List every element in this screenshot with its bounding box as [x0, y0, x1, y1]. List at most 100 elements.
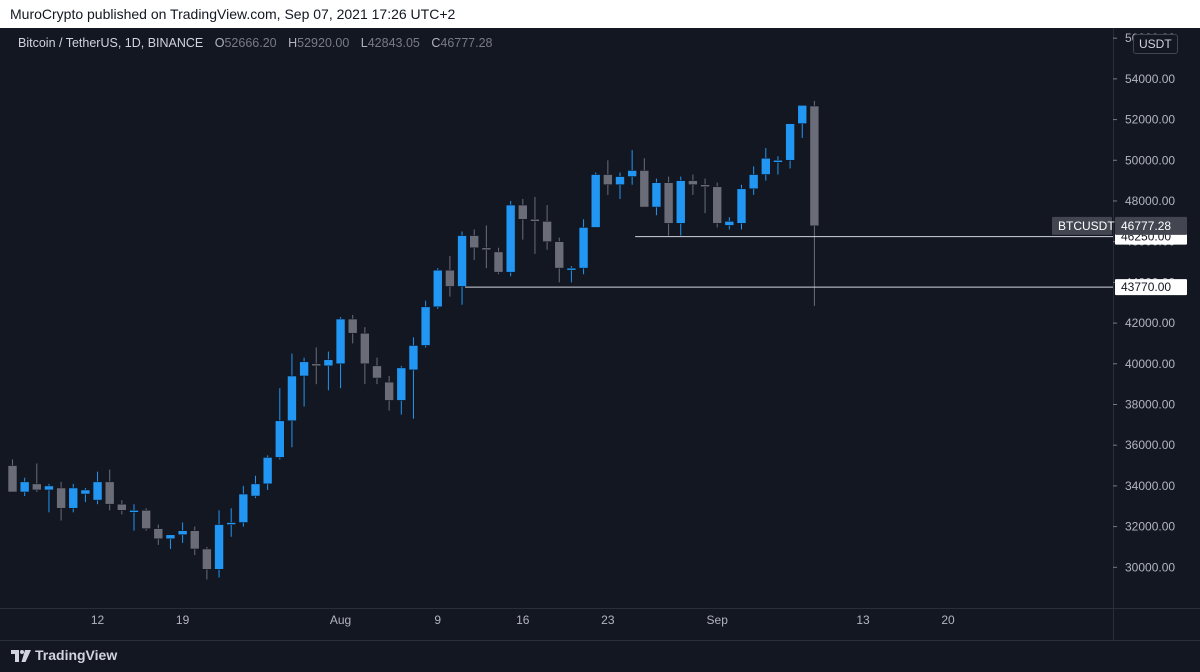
candle-body [748, 174, 759, 190]
candle-body [238, 493, 249, 523]
candle-body [117, 503, 127, 511]
candle-body [56, 487, 66, 509]
candle-body [566, 267, 577, 271]
symbol-legend: Bitcoin / TetherUS, 1D, BINANCE O52666.2… [18, 36, 493, 50]
open-label: O [214, 36, 225, 50]
x-tick-label: 9 [434, 613, 441, 627]
last-price-tag [1115, 216, 1187, 235]
high-value: 52920.00 [297, 36, 350, 50]
x-tick-label: 16 [516, 613, 530, 627]
candle-body [700, 184, 710, 188]
tradingview-logo-icon[interactable] [10, 647, 32, 665]
candle-body [323, 359, 334, 367]
x-tick-label: 13 [856, 613, 870, 627]
candle-body [104, 481, 115, 505]
y-tick-label: 36000.00 [1125, 438, 1175, 452]
candle-body [311, 363, 322, 367]
candle-body [80, 489, 91, 495]
candle-body [578, 227, 589, 269]
symbol-name-tag-label: BTCUSDT [1058, 219, 1115, 233]
y-tick-label: 54000.00 [1125, 72, 1175, 86]
candle-body [408, 345, 419, 371]
low-value: 42843.05 [367, 36, 420, 50]
candle-body [663, 182, 674, 224]
candle-body [262, 457, 273, 485]
published-header: MuroCrypto published on TradingView.com,… [0, 0, 1200, 28]
y-tick-label: 52000.00 [1125, 113, 1175, 127]
level-price-label: 43770.00 [1121, 280, 1171, 294]
high-label: H [288, 36, 298, 50]
candle-body [675, 180, 686, 224]
y-tick-label: 40000.00 [1125, 357, 1175, 371]
y-tick-label: 34000.00 [1125, 479, 1175, 493]
candle-body [773, 159, 783, 163]
candle-body [603, 174, 613, 186]
candle-body [457, 235, 467, 287]
candle-body [92, 481, 103, 501]
candle-body [396, 367, 407, 401]
candle-body [481, 247, 492, 251]
candle-body [554, 241, 565, 269]
level-price-tag [1115, 279, 1187, 296]
candle-body [469, 235, 480, 249]
candle-body [129, 510, 139, 513]
x-tick-label: 12 [91, 613, 105, 627]
close-label: C [431, 36, 441, 50]
candle-body [7, 465, 18, 493]
candle-body [384, 381, 394, 401]
candle-body [287, 375, 297, 422]
candle-body [141, 510, 151, 529]
candle-body [797, 105, 808, 124]
candle-body [724, 221, 735, 226]
x-tick-label: 19 [176, 613, 190, 627]
open-value: 52666.20 [224, 36, 277, 50]
candle-body [202, 548, 212, 570]
y-tick-label: 32000.00 [1125, 520, 1175, 534]
tradingview-brand[interactable]: TradingView [35, 647, 118, 663]
candle-body [68, 487, 79, 509]
candle-body [214, 524, 224, 570]
low-label: L [360, 36, 368, 50]
candle-body [335, 318, 346, 365]
candle-body [639, 170, 650, 208]
candle-body [31, 483, 42, 491]
candle-body [530, 218, 540, 222]
x-tick-label: 23 [601, 613, 615, 627]
x-tick-label: Sep [707, 613, 729, 627]
candle-body [785, 123, 795, 161]
x-tick-label: 20 [941, 613, 955, 627]
candle-body [517, 204, 528, 220]
candle-body [627, 170, 637, 177]
candle-body [505, 204, 516, 273]
candle-body [360, 332, 370, 365]
y-tick-label: 50000.00 [1125, 153, 1175, 167]
published-text: MuroCrypto published on TradingView.com,… [10, 6, 456, 22]
candle-body [44, 485, 54, 491]
candle-body [372, 365, 382, 379]
candle-body [651, 182, 662, 208]
candle-body [226, 522, 236, 525]
last-price-label: 46777.28 [1121, 219, 1171, 233]
candle-body [688, 180, 698, 186]
candle-body [347, 318, 358, 334]
footer-bar: TradingView [0, 640, 1200, 672]
candle-body [760, 157, 771, 175]
close-value: 46777.28 [440, 36, 493, 50]
x-tick-label: Aug [330, 613, 351, 627]
candle-body [189, 530, 200, 550]
candle-body [299, 361, 309, 377]
symbol-name-tag [1052, 216, 1112, 235]
candlestick-chart[interactable]: 30000.00 32000.00 34000.00 36000.00 38000.00… [0, 28, 1200, 640]
candle-body [590, 174, 601, 228]
candle-body [165, 534, 176, 540]
currency-unit-button[interactable]: USDT [1133, 34, 1178, 54]
candle-body [712, 186, 723, 224]
candle-body [445, 269, 455, 287]
candle-body [493, 251, 504, 273]
candle-body [420, 306, 431, 346]
candle-body [153, 528, 164, 540]
candle-body [542, 221, 552, 242]
y-tick-label: 48000.00 [1125, 194, 1175, 208]
y-tick-label: 42000.00 [1125, 316, 1175, 330]
candle-body [432, 269, 443, 308]
